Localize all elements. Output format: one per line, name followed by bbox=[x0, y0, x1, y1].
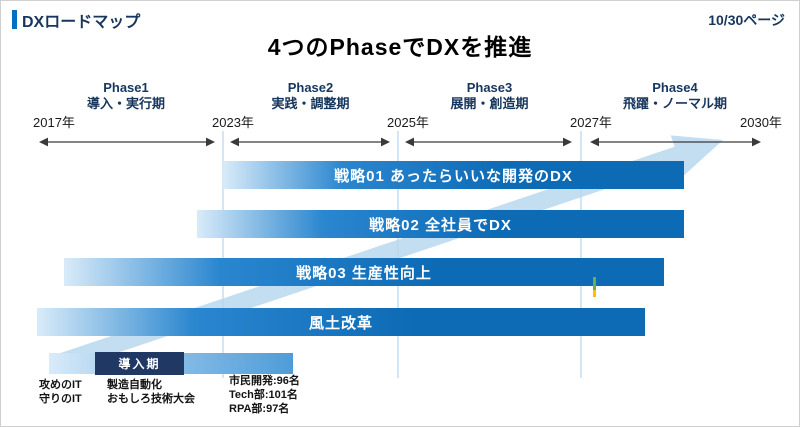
note-line-defense-it: 守りのIT bbox=[39, 393, 82, 405]
phase-range-arrows bbox=[39, 137, 761, 147]
phase4-range-arrow bbox=[590, 137, 761, 147]
title-accent-bar bbox=[12, 10, 17, 29]
year-2025: 2025年 bbox=[387, 115, 429, 130]
note-line-automation: 製造自動化 bbox=[107, 379, 162, 391]
marker-yellow bbox=[593, 290, 596, 297]
year-2023: 2023年 bbox=[212, 115, 254, 130]
strategy-bar-02-label: 戦略02 全社員でDX bbox=[369, 216, 512, 234]
note-member-counts: 市民開発:96名 Tech部:101名 RPA部:97名 bbox=[229, 374, 300, 416]
strategy-bar-03-label: 戦略03 生産性向上 bbox=[296, 264, 432, 282]
strategy-bar-03: 戦略03 生産性向上 bbox=[64, 258, 664, 286]
page-number: 10/30ページ bbox=[708, 12, 785, 28]
note-line-attack-it: 攻めのIT bbox=[39, 379, 82, 391]
strategy-bar-01: 戦略01 あったらいいな開発のDX bbox=[223, 161, 684, 189]
phase-4-header: Phase4 飛躍・ノーマル期 bbox=[581, 80, 769, 112]
strategy-bar-02: 戦略02 全社員でDX bbox=[197, 210, 684, 238]
year-2027: 2027年 bbox=[570, 115, 612, 130]
note-activities: 製造自動化 おもしろ技術大会 bbox=[107, 378, 195, 406]
phase-2-name: Phase2 bbox=[287, 80, 334, 95]
year-2017: 2017年 bbox=[33, 115, 75, 130]
intro-period-label: 導入期 bbox=[95, 352, 184, 375]
phase-2-label: 実践・調整期 bbox=[271, 96, 350, 111]
marker-green bbox=[593, 277, 596, 290]
year-2030: 2030年 bbox=[740, 115, 782, 130]
phase-1-header: Phase1 導入・実行期 bbox=[36, 80, 216, 112]
culture-reform-bar-label: 風土改革 bbox=[308, 314, 373, 332]
phase-1-label: 導入・実行期 bbox=[86, 96, 165, 111]
phase-4-label: 飛躍・ノーマル期 bbox=[622, 96, 727, 111]
note-line-tech-club: Tech部:101名 bbox=[229, 389, 298, 401]
slide-title: DXロードマップ bbox=[22, 14, 141, 31]
note-it-themes: 攻めのIT 守りのIT bbox=[39, 378, 82, 406]
phase-4-name: Phase4 bbox=[652, 80, 698, 95]
main-heading: 4つのPhaseでDXを推進 bbox=[267, 34, 533, 60]
culture-reform-bar: 風土改革 bbox=[37, 308, 645, 336]
phase-3-header: Phase3 展開・創造期 bbox=[398, 80, 581, 112]
phase2-range-arrow bbox=[230, 137, 390, 147]
phase1-range-arrow bbox=[39, 137, 215, 147]
phase-2-header: Phase2 実践・調整期 bbox=[223, 80, 398, 112]
note-line-citizen-dev: 市民開発:96名 bbox=[229, 375, 300, 387]
note-line-rpa-club: RPA部:97名 bbox=[229, 403, 290, 415]
phase-3-label: 展開・創造期 bbox=[450, 96, 529, 111]
phase3-range-arrow bbox=[405, 137, 572, 147]
strategy-bar-01-label: 戦略01 あったらいいな開発のDX bbox=[334, 167, 573, 185]
phase-1-name: Phase1 bbox=[103, 80, 149, 95]
note-line-tech-event: おもしろ技術大会 bbox=[107, 393, 195, 405]
phase-3-name: Phase3 bbox=[466, 80, 513, 95]
intro-period-bar: 導入期 bbox=[49, 352, 293, 375]
